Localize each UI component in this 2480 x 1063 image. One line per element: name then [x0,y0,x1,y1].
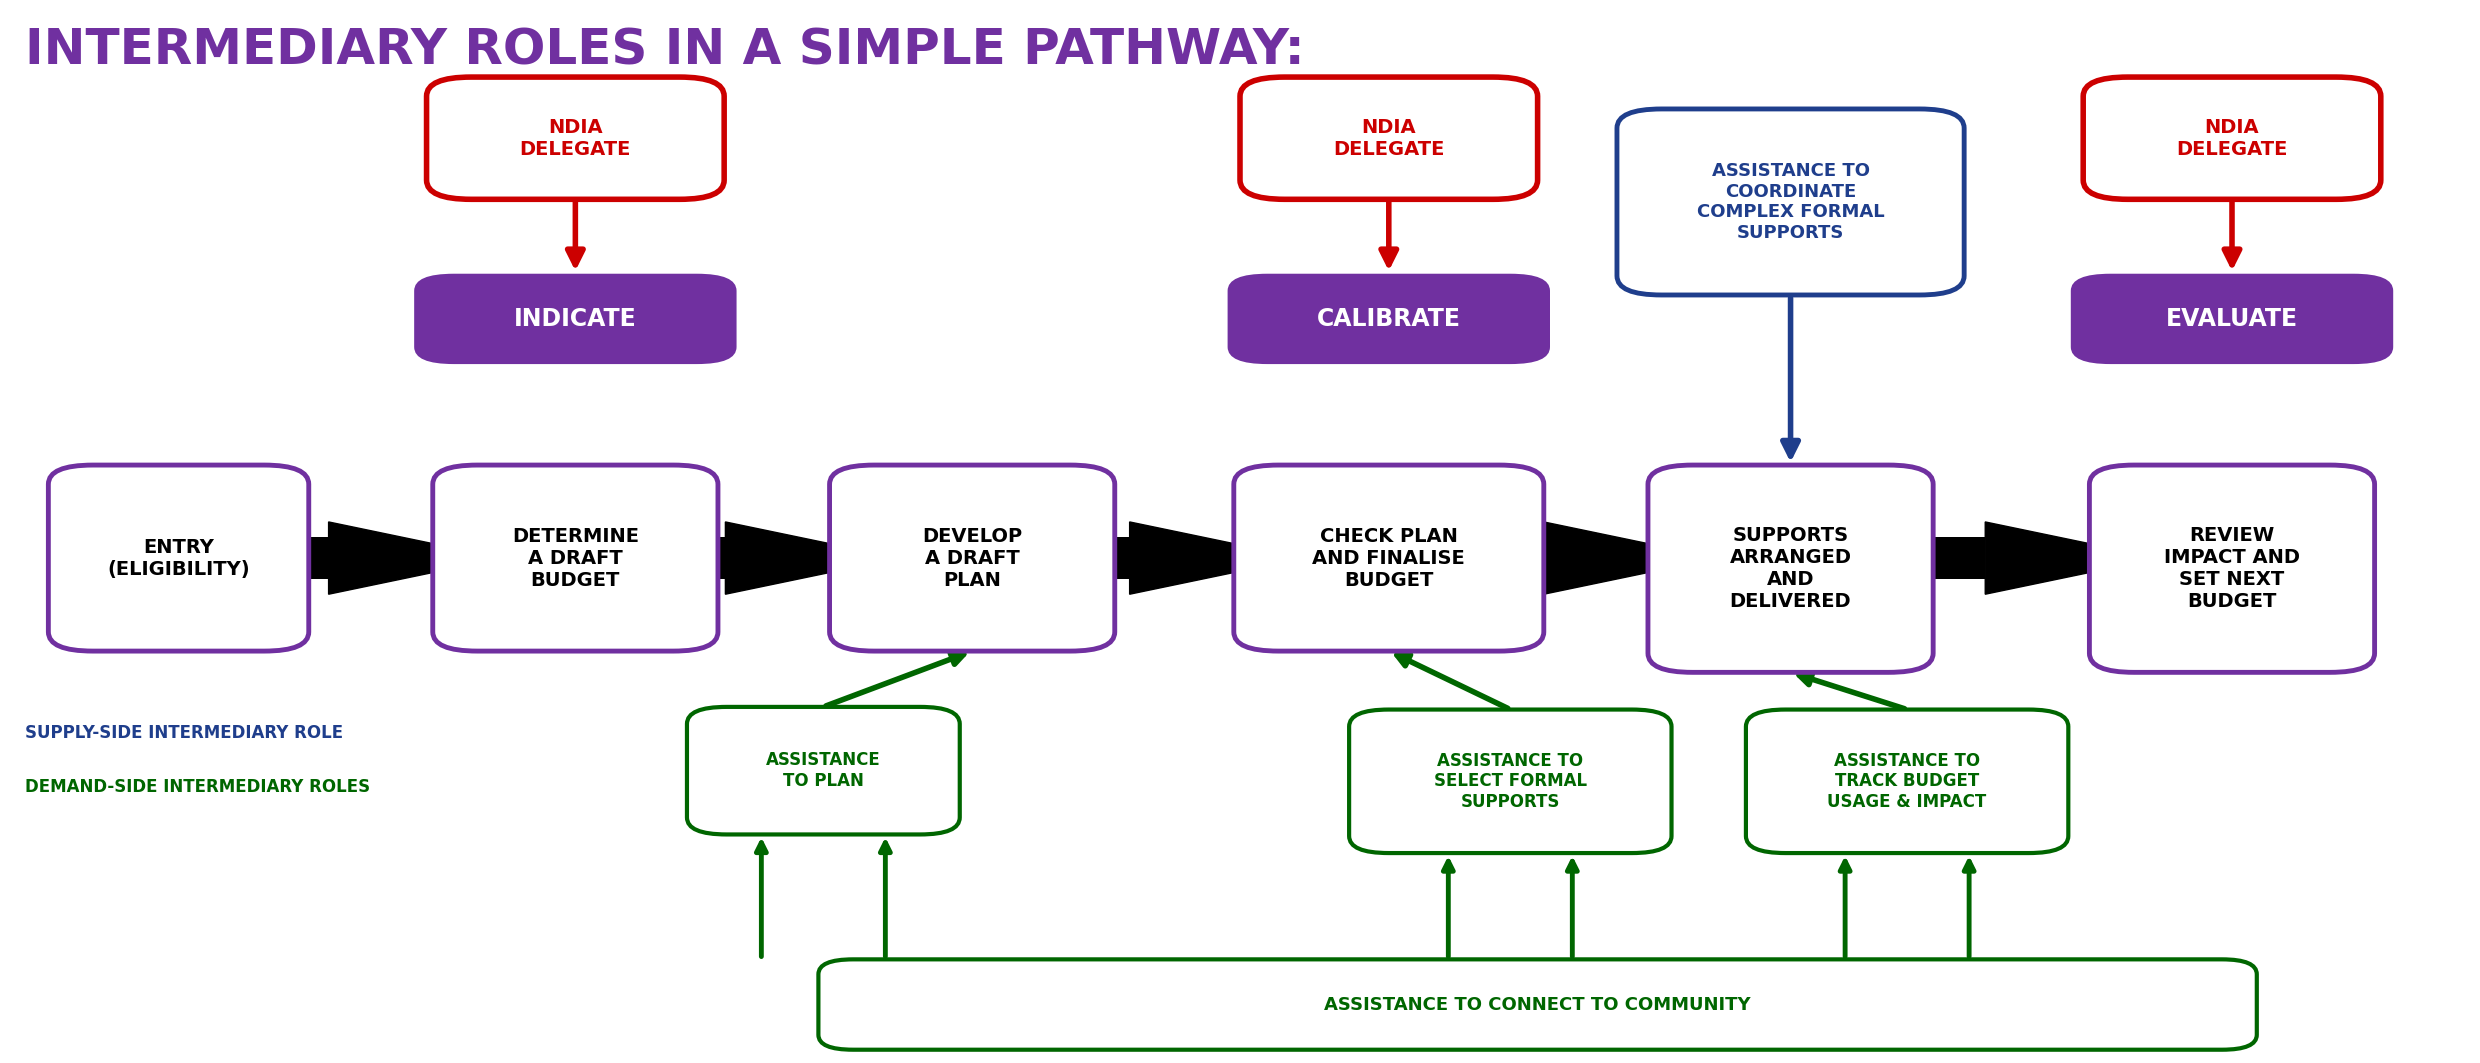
Text: ASSISTANCE TO
TRACK BUDGET
USAGE & IMPACT: ASSISTANCE TO TRACK BUDGET USAGE & IMPAC… [1828,752,1986,811]
Text: INDICATE: INDICATE [513,307,637,331]
Text: SUPPLY-SIDE INTERMEDIARY ROLE: SUPPLY-SIDE INTERMEDIARY ROLE [25,725,342,742]
FancyBboxPatch shape [1116,537,1131,579]
Polygon shape [1984,522,2158,594]
Text: CHECK PLAN
AND FINALISE
BUDGET: CHECK PLAN AND FINALISE BUDGET [1312,526,1466,590]
FancyBboxPatch shape [427,78,724,200]
Text: DETERMINE
A DRAFT
BUDGET: DETERMINE A DRAFT BUDGET [511,526,640,590]
Text: CALIBRATE: CALIBRATE [1317,307,1461,331]
FancyBboxPatch shape [818,959,2257,1050]
FancyBboxPatch shape [2071,274,2393,364]
FancyBboxPatch shape [1647,466,1934,672]
FancyBboxPatch shape [687,707,960,834]
Text: ASSISTANCE TO CONNECT TO COMMUNITY: ASSISTANCE TO CONNECT TO COMMUNITY [1324,996,1751,1013]
FancyBboxPatch shape [2088,466,2376,672]
FancyBboxPatch shape [719,537,727,579]
FancyBboxPatch shape [2083,78,2381,200]
FancyBboxPatch shape [1617,108,1964,294]
Text: ENTRY
(ELIGIBILITY): ENTRY (ELIGIBILITY) [107,538,250,578]
Text: SUPPORTS
ARRANGED
AND
DELIVERED: SUPPORTS ARRANGED AND DELIVERED [1729,526,1853,611]
FancyBboxPatch shape [1746,710,2068,853]
Text: DEVELOP
A DRAFT
PLAN: DEVELOP A DRAFT PLAN [923,526,1022,590]
FancyBboxPatch shape [308,537,327,579]
FancyBboxPatch shape [1240,78,1538,200]
FancyBboxPatch shape [1228,274,1550,364]
Polygon shape [727,522,900,594]
Polygon shape [327,522,501,594]
Text: INTERMEDIARY ROLES IN A SIMPLE PATHWAY:: INTERMEDIARY ROLES IN A SIMPLE PATHWAY: [25,27,1304,74]
FancyBboxPatch shape [1349,710,1672,853]
Text: DEMAND-SIDE INTERMEDIARY ROLES: DEMAND-SIDE INTERMEDIARY ROLES [25,778,370,795]
Text: ASSISTANCE
TO PLAN: ASSISTANCE TO PLAN [766,752,880,790]
Text: ASSISTANCE TO
SELECT FORMAL
SUPPORTS: ASSISTANCE TO SELECT FORMAL SUPPORTS [1433,752,1587,811]
FancyBboxPatch shape [1235,466,1543,651]
Text: ASSISTANCE TO
COORDINATE
COMPLEX FORMAL
SUPPORTS: ASSISTANCE TO COORDINATE COMPLEX FORMAL … [1696,162,1885,242]
FancyBboxPatch shape [828,466,1116,651]
Text: NDIA
DELEGATE: NDIA DELEGATE [521,118,630,158]
FancyBboxPatch shape [434,466,719,651]
FancyBboxPatch shape [414,274,737,364]
Polygon shape [1543,522,1716,594]
Text: NDIA
DELEGATE: NDIA DELEGATE [1334,118,1443,158]
Text: EVALUATE: EVALUATE [2165,307,2299,331]
FancyBboxPatch shape [1934,537,1984,579]
Text: NDIA
DELEGATE: NDIA DELEGATE [2177,118,2287,158]
FancyBboxPatch shape [47,466,308,651]
Text: REVIEW
IMPACT AND
SET NEXT
BUDGET: REVIEW IMPACT AND SET NEXT BUDGET [2165,526,2299,611]
Polygon shape [1131,522,1304,594]
